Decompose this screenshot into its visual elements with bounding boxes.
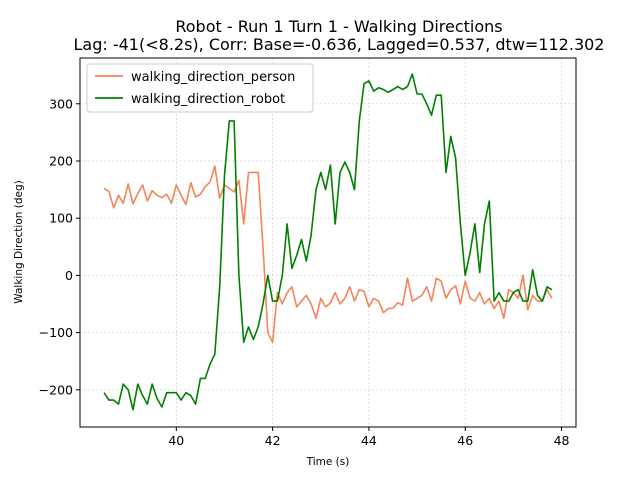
x-tick-label: 42: [265, 433, 281, 448]
plot-area-frame: [79, 57, 577, 428]
legend-box: [86, 63, 314, 113]
y-tick-label: 300: [49, 96, 73, 111]
y-axis-label: Walking Direction (deg): [13, 180, 25, 303]
y-tick-label: −200: [39, 382, 73, 397]
plot-lines: [103, 73, 553, 411]
y-tick-label: 100: [49, 211, 73, 226]
chart-title-line2: Lag: -41(<8.2s), Corr: Base=-0.636, Lagg…: [74, 35, 605, 54]
y-tick-label: 200: [49, 153, 73, 168]
y-tick-label: 0: [65, 268, 73, 283]
x-tick-label: 40: [168, 433, 184, 448]
x-axis-label: Time (s): [306, 456, 350, 468]
series-line-walking-direction-person: [103, 165, 553, 344]
x-tick-label: 44: [361, 433, 377, 448]
x-tick-label: 48: [554, 433, 570, 448]
legend-label-robot: walking_direction_robot: [131, 92, 285, 107]
chart-title-line1: Robot - Run 1 Turn 1 - Walking Direction…: [175, 17, 502, 36]
grid: [80, 58, 576, 427]
series-line-walking-direction-robot: [103, 73, 553, 411]
x-tick-label: 46: [457, 433, 473, 448]
legend: walking_direction_person walking_directi…: [86, 63, 314, 113]
axis-ticks: 40 42 44 46 48 −200 −100 0 100 200 300: [39, 96, 570, 448]
legend-label-person: walking_direction_person: [131, 70, 295, 85]
y-tick-label: −100: [39, 325, 73, 340]
